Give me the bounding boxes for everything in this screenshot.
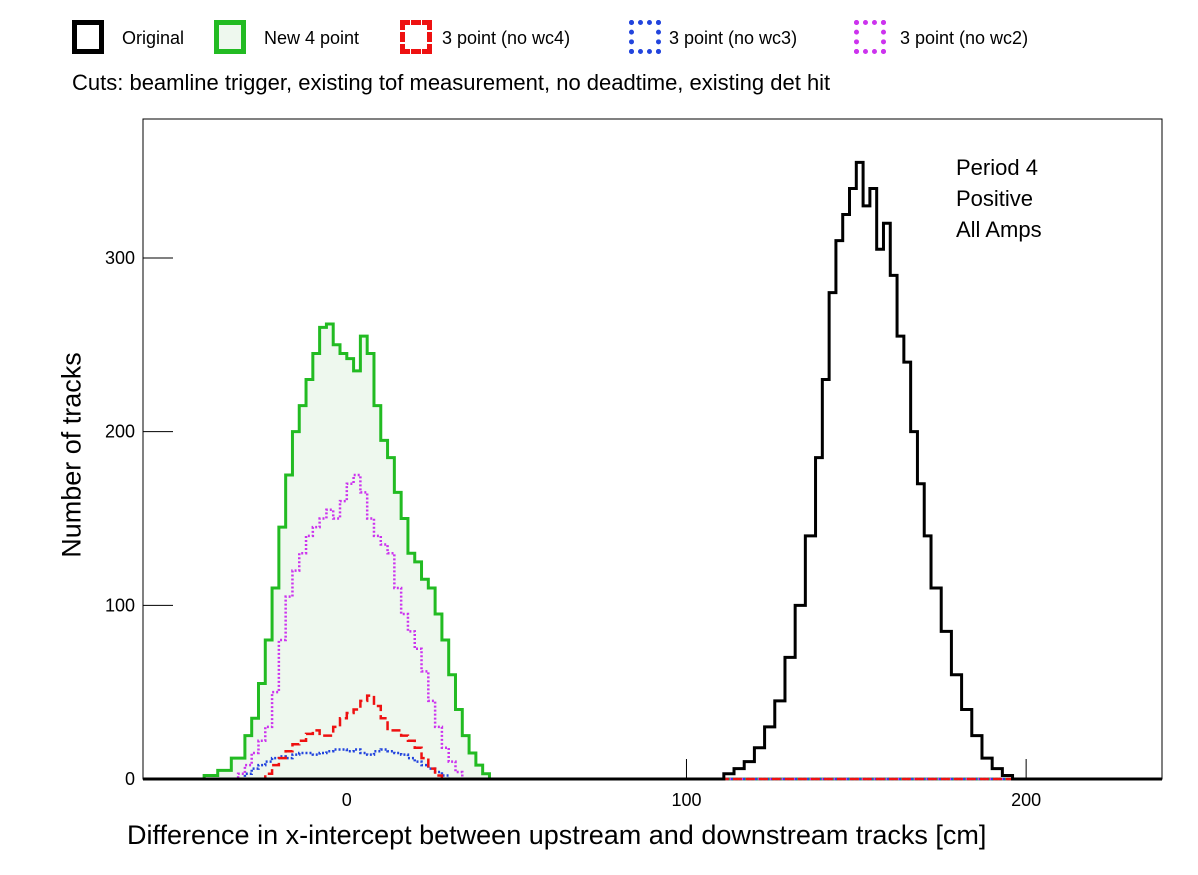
series-line-2 <box>143 694 1162 781</box>
x-axis-label: Difference in x-intercept between upstre… <box>127 820 987 850</box>
legend-label-no-wc3: 3 point (no wc3) <box>669 28 798 48</box>
annotation-period: Period 4 <box>956 155 1038 180</box>
legend-swatch-no-wc2 <box>854 20 886 54</box>
series-line-4 <box>143 473 1162 781</box>
legend-swatch-no-wc4 <box>400 20 432 54</box>
series-line-0 <box>143 160 1162 781</box>
legend-swatch-no-wc3 <box>629 20 661 54</box>
legend-label-no-wc2: 3 point (no wc2) <box>900 28 1029 48</box>
annotation-amps: All Amps <box>956 217 1042 242</box>
x-tick-label: 0 <box>342 790 352 810</box>
y-tick-label: 200 <box>105 422 135 442</box>
y-axis-label: Number of tracks <box>56 352 87 558</box>
legend-label-no-wc4: 3 point (no wc4) <box>442 28 571 48</box>
x-tick-label: 100 <box>671 790 701 810</box>
legend-label-new-4-point: New 4 point <box>264 28 360 48</box>
y-tick-label: 300 <box>105 248 135 268</box>
y-tick-label: 100 <box>105 595 135 615</box>
series-fill-1 <box>143 323 1162 779</box>
x-tick-label: 200 <box>1011 790 1041 810</box>
cuts-caption: Cuts: beamline trigger, existing tof mea… <box>72 70 831 95</box>
annotation-charge: Positive <box>956 186 1034 211</box>
legend-swatch-original <box>72 20 104 54</box>
y-tick-label: 0 <box>125 769 135 789</box>
series-line-1 <box>143 322 1162 781</box>
legend-swatch-new-4-point <box>214 20 246 54</box>
legend-label-original: Original <box>122 28 185 48</box>
